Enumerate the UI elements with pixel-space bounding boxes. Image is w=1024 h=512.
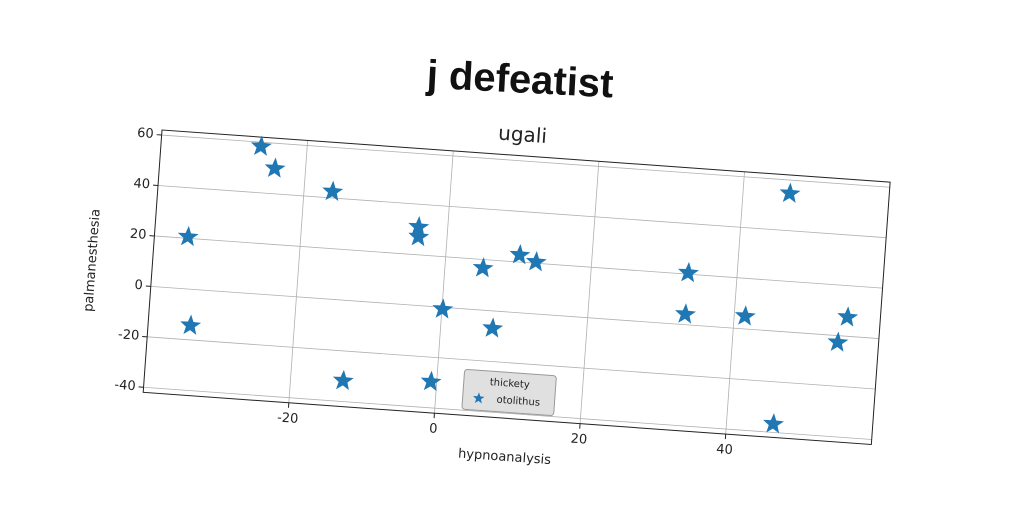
star-marker <box>177 225 199 247</box>
star-marker <box>408 225 430 247</box>
grid-line <box>725 171 745 435</box>
star-marker <box>509 244 531 265</box>
star-marker <box>734 305 756 326</box>
star-marker <box>482 317 504 338</box>
star-marker <box>678 261 699 283</box>
grid-line <box>143 386 872 440</box>
y-tick-label: 0 <box>134 278 143 294</box>
legend-marker <box>473 392 485 404</box>
star-marker <box>322 180 344 201</box>
grid-line <box>579 161 600 424</box>
grid-line <box>161 134 890 188</box>
x-tick-label: 40 <box>716 442 734 458</box>
star-marker <box>763 413 784 434</box>
star-marker <box>420 370 442 392</box>
axes: ugali hypnoanalysis palmanesthesia -20 0 2… <box>81 121 891 469</box>
axes-frame <box>142 129 891 446</box>
legend-box <box>461 368 557 417</box>
legend-title: thickety <box>489 377 530 391</box>
x-axis-label: hypnoanalysis <box>458 447 552 469</box>
star-marker <box>827 331 849 352</box>
y-tick-label: -40 <box>114 378 136 394</box>
grid-line <box>157 185 887 239</box>
star-marker <box>675 303 696 324</box>
star-marker <box>250 135 272 156</box>
star-marker <box>264 157 286 178</box>
star-marker <box>837 306 859 327</box>
plot-area <box>143 130 891 445</box>
y-tick-label: 20 <box>129 227 147 243</box>
star-marker <box>180 314 202 335</box>
chart-title: j defeatist <box>425 53 615 107</box>
x-tick-label: 20 <box>570 432 588 448</box>
grid-line <box>154 235 883 289</box>
y-axis-label: palmanesthesia <box>81 208 103 312</box>
star-marker <box>779 182 801 203</box>
star-marker <box>408 216 430 237</box>
star-marker <box>525 251 547 272</box>
legend-label: otolithus <box>496 395 540 409</box>
star-marker <box>432 298 454 319</box>
star-marker <box>332 369 354 391</box>
y-tick-label: 60 <box>137 126 155 142</box>
x-tick-label: 0 <box>429 421 438 437</box>
grid-line <box>150 285 879 339</box>
x-tick-label: -20 <box>277 410 299 426</box>
grid-line <box>434 150 454 414</box>
y-tick-label: -20 <box>117 327 139 343</box>
grid-line <box>288 140 309 403</box>
star-marker <box>472 257 494 278</box>
grid-line <box>147 336 876 390</box>
chart-subtitle: ugali <box>497 121 547 148</box>
y-tick-label: 40 <box>133 176 151 192</box>
